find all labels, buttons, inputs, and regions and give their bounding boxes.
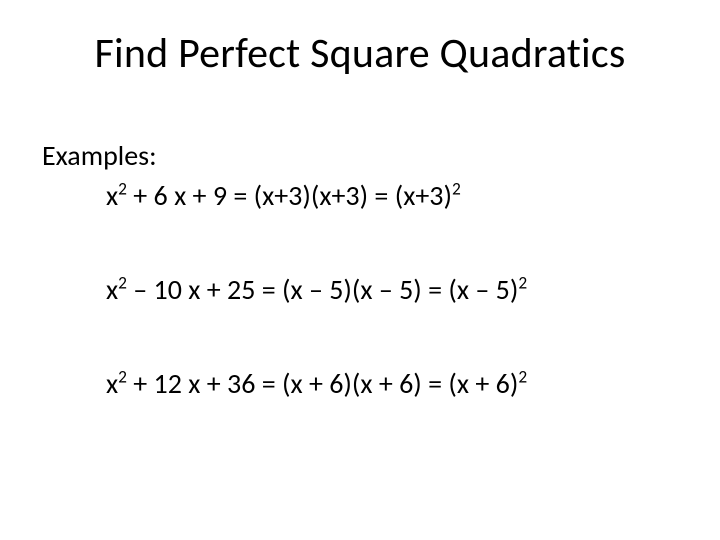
eq-sup: 2 bbox=[452, 178, 461, 200]
eq-sup: 2 bbox=[118, 272, 127, 294]
eq-text: + 12 x + 36 = (x + 6)(x + 6) = (x + 6) bbox=[127, 366, 518, 401]
eq-text: + 6 x + 9 = (x+3)(x+3) = (x+3) bbox=[127, 178, 452, 213]
eq-sup: 2 bbox=[118, 366, 127, 388]
eq-sup: 2 bbox=[518, 366, 527, 388]
eq-sup: 2 bbox=[518, 272, 527, 294]
examples-label: Examples: bbox=[42, 138, 157, 173]
equation-1: x2 + 6 x + 9 = (x+3)(x+3) = (x+3)2 bbox=[106, 178, 461, 213]
equation-3: x2 + 12 x + 36 = (x + 6)(x + 6) = (x + 6… bbox=[106, 366, 527, 401]
eq-sup: 2 bbox=[118, 178, 127, 200]
eq-text: x bbox=[106, 178, 118, 213]
eq-text: x bbox=[106, 272, 118, 307]
slide-title: Find Perfect Square Quadratics bbox=[0, 28, 720, 79]
slide: Find Perfect Square Quadratics Examples:… bbox=[0, 0, 720, 540]
equation-2: x2 – 10 x + 25 = (x – 5)(x – 5) = (x – 5… bbox=[106, 272, 527, 307]
eq-text: – 10 x + 25 = (x – 5)(x – 5) = (x – 5) bbox=[127, 272, 518, 307]
eq-text: x bbox=[106, 366, 118, 401]
